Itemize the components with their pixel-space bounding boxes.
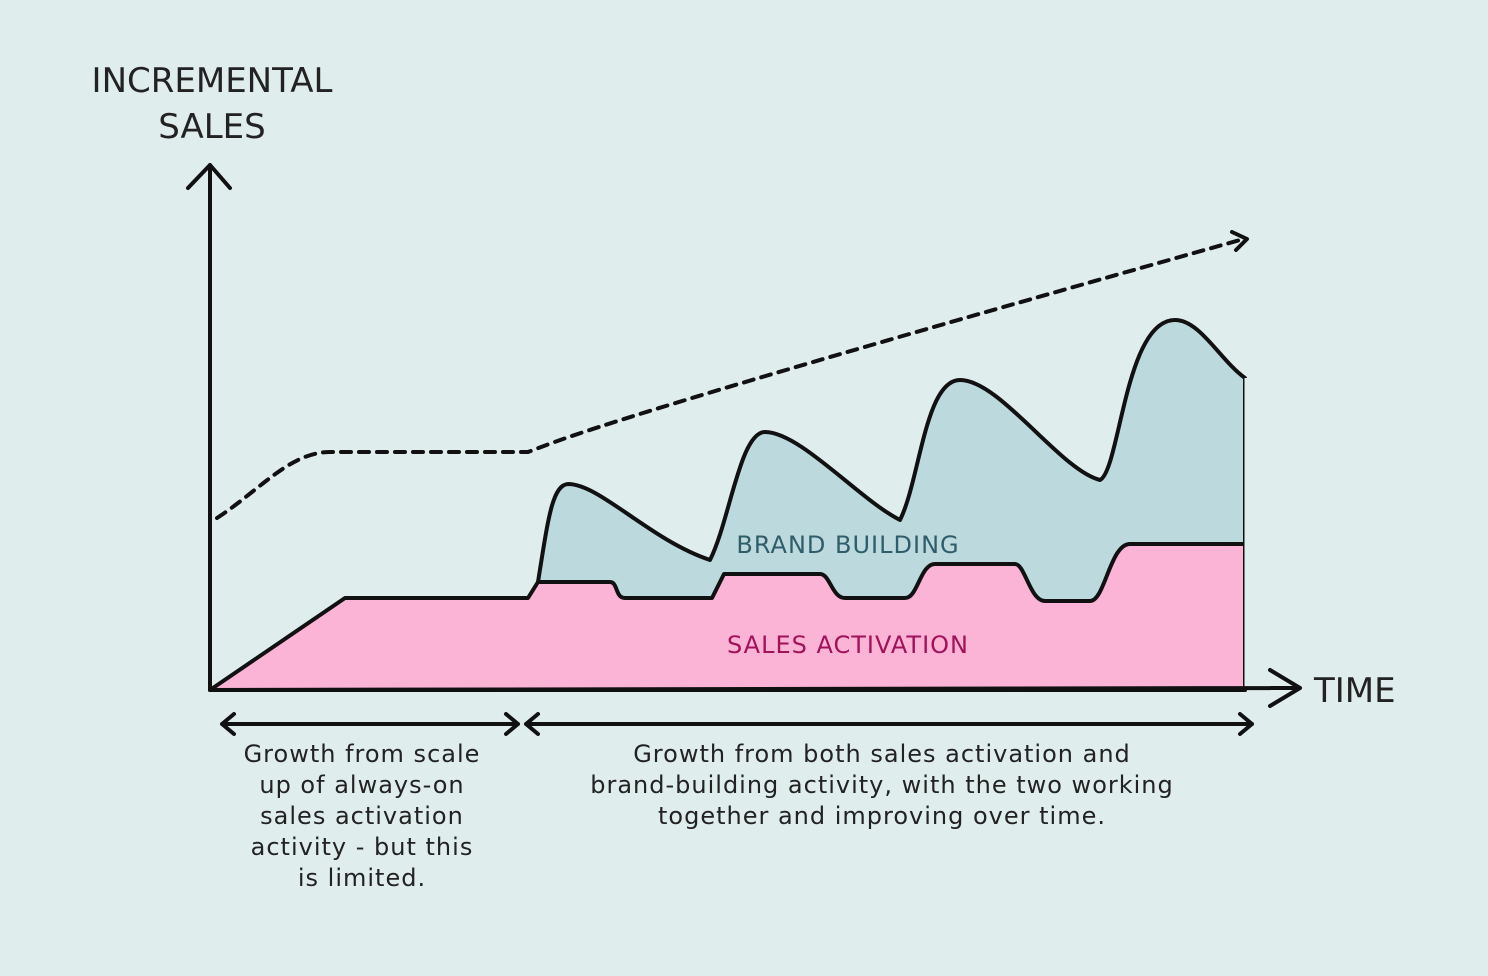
y-axis — [186, 163, 232, 692]
area-label: BRAND BUILDING — [736, 531, 959, 559]
x-axis-label: TIME — [1313, 671, 1396, 711]
annotation-line: Growth from both sales activation and — [633, 740, 1131, 768]
y-axis-label: INCREMENTAL — [92, 61, 333, 101]
annotation-left: Growth from scale up of always-on sales ac… — [244, 740, 481, 892]
annotation-line: up of always-on — [259, 771, 464, 799]
y-axis-label: SALES — [158, 107, 265, 147]
trend-arrowhead — [1230, 230, 1249, 252]
range-arrow-left — [220, 712, 520, 736]
area-label: SALES ACTIVATION — [727, 631, 969, 659]
sales-activation-area — [208, 542, 1247, 692]
annotation-line: Growth from scale — [244, 740, 481, 768]
annotation-line: brand-building activity, with the two wo… — [590, 771, 1174, 799]
range-arrow-right — [524, 712, 1254, 736]
annotation-line: activity - but this — [251, 833, 474, 861]
annotation-line: together and improving over time. — [658, 802, 1106, 830]
annotation-line: is limited. — [298, 864, 426, 892]
trend-line — [215, 238, 1242, 520]
x-axis — [208, 668, 1302, 708]
annotation-line: sales activation — [260, 802, 464, 830]
annotation-right: Growth from both sales activation and bra… — [590, 740, 1174, 830]
